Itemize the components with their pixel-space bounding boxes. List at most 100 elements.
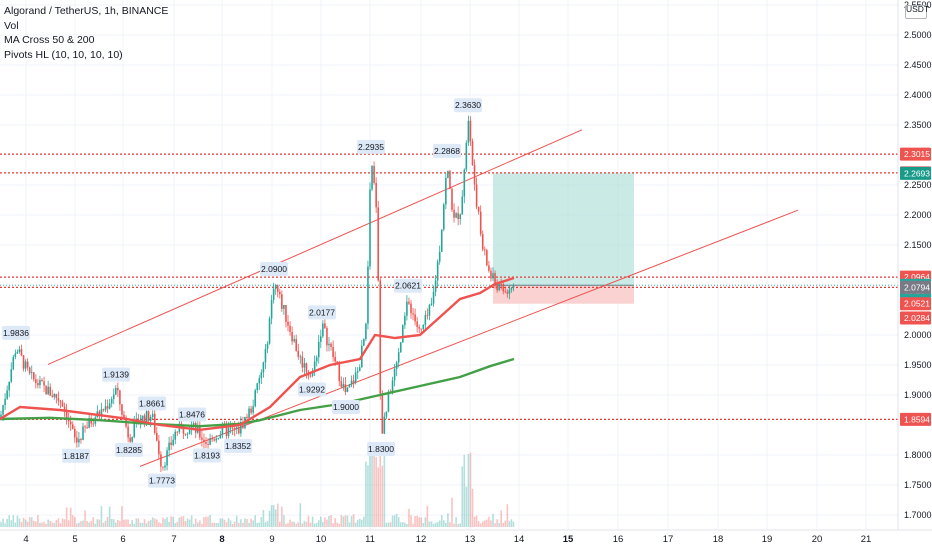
- candle: [494, 273, 496, 285]
- volume-bar: [219, 518, 222, 527]
- candle: [502, 284, 505, 292]
- volume-bar: [291, 521, 293, 527]
- candle: [24, 361, 27, 369]
- candle: [356, 371, 359, 373]
- volume-bar: [397, 517, 400, 527]
- volume-bar: [262, 510, 265, 527]
- time-tick-label: 15: [563, 534, 574, 545]
- volume-bar: [100, 506, 103, 527]
- candle: [8, 381, 10, 391]
- price-tag-label: 2.0284: [904, 313, 930, 323]
- volume-bar: [445, 522, 447, 527]
- price-tag-label: 2.0794: [904, 282, 930, 292]
- candle: [469, 120, 472, 142]
- volume-bar: [494, 523, 496, 527]
- volume-bar: [141, 522, 144, 527]
- volume-bar: [332, 523, 334, 527]
- candle: [428, 305, 431, 316]
- ma-cross-indicator-label[interactable]: MA Cross 50 & 200: [4, 34, 95, 46]
- volume-bar: [225, 522, 228, 527]
- volume-bar: [192, 523, 195, 527]
- volume-bar: [354, 522, 357, 527]
- candle: [143, 415, 146, 424]
- volume-bar: [410, 515, 412, 527]
- candle: [215, 438, 218, 441]
- volume-bar: [471, 488, 474, 527]
- candle: [348, 384, 351, 388]
- candle: [363, 338, 365, 346]
- volume-bar: [151, 517, 154, 527]
- volume-bar: [477, 521, 480, 527]
- pivots-indicator-label[interactable]: Pivots HL (10, 10, 10, 10): [4, 48, 123, 61]
- candle: [309, 375, 312, 377]
- candle: [397, 352, 400, 363]
- volume-bar: [170, 516, 172, 527]
- volume-bar: [45, 523, 47, 527]
- volume-bar: [367, 465, 369, 527]
- volume-bar: [49, 520, 51, 527]
- volume-bar: [463, 454, 466, 527]
- candle: [287, 321, 289, 326]
- candle: [416, 321, 418, 328]
- volume-bar: [266, 520, 269, 527]
- volume-bar: [180, 516, 183, 527]
- candle: [484, 249, 486, 251]
- candle: [326, 328, 328, 346]
- symbol-title[interactable]: Algorand / TetherUS, 1h, BINANCE: [4, 5, 169, 17]
- volume-bar: [55, 519, 58, 527]
- price-tick-label: 2.2000: [904, 210, 932, 220]
- volume-bar: [246, 519, 248, 527]
- candle: [227, 428, 230, 436]
- candle: [104, 406, 107, 411]
- volume-bar: [383, 453, 386, 527]
- candle: [235, 427, 238, 430]
- candle: [266, 343, 269, 349]
- volume-bar: [182, 516, 185, 527]
- volume-bar: [28, 517, 31, 527]
- pivot-label-box: [224, 438, 252, 453]
- volume-bar: [451, 497, 453, 527]
- volume-indicator-label[interactable]: Vol: [4, 19, 19, 32]
- candle: [67, 419, 70, 422]
- volume-bar: [184, 521, 187, 527]
- volume-bar: [24, 519, 27, 527]
- volume-bars: [0, 449, 515, 527]
- volume-bar: [281, 506, 283, 527]
- volume-bar: [356, 519, 359, 527]
- currency-unit-button[interactable]: USDT: [905, 5, 929, 19]
- candle: [486, 250, 488, 266]
- pivot-label-box: [454, 98, 482, 113]
- volume-bar: [33, 520, 35, 527]
- pivot-label: 1.8285: [116, 445, 142, 455]
- volume-bar: [453, 523, 455, 527]
- volume-bar: [440, 515, 443, 527]
- time-tick-label: 11: [365, 534, 375, 545]
- trend-channel[interactable]: [47, 129, 799, 467]
- candle: [0, 414, 2, 419]
- candle: [156, 432, 158, 441]
- price-tag: [900, 166, 931, 180]
- volume-bar: [426, 505, 429, 527]
- candle: [453, 209, 455, 218]
- candle: [127, 426, 129, 438]
- candle: [164, 465, 166, 468]
- candle: [26, 361, 29, 368]
- candle: [22, 355, 25, 369]
- candle: [465, 142, 468, 170]
- candle: [350, 380, 353, 385]
- time-tick-label: 16: [613, 534, 624, 545]
- volume-bar: [391, 515, 394, 527]
- time-axis[interactable]: 4 5 6 7 8 9 10 11 12 13 14 15 16 17 18 19 20 21: [0, 529, 932, 550]
- price-axis[interactable]: 2.55002.50002.45002.40002.35002.25002.20…: [897, 0, 932, 550]
- volume-bar: [408, 508, 410, 527]
- candle: [479, 211, 482, 235]
- volume-bar: [213, 522, 215, 527]
- position-tool[interactable]: [493, 173, 634, 304]
- volume-bar: [98, 519, 101, 527]
- volume-bar: [350, 516, 353, 527]
- volume-bar: [16, 515, 19, 527]
- time-tick-label: 5: [72, 534, 77, 545]
- volume-bar: [205, 516, 207, 527]
- candle: [463, 169, 466, 197]
